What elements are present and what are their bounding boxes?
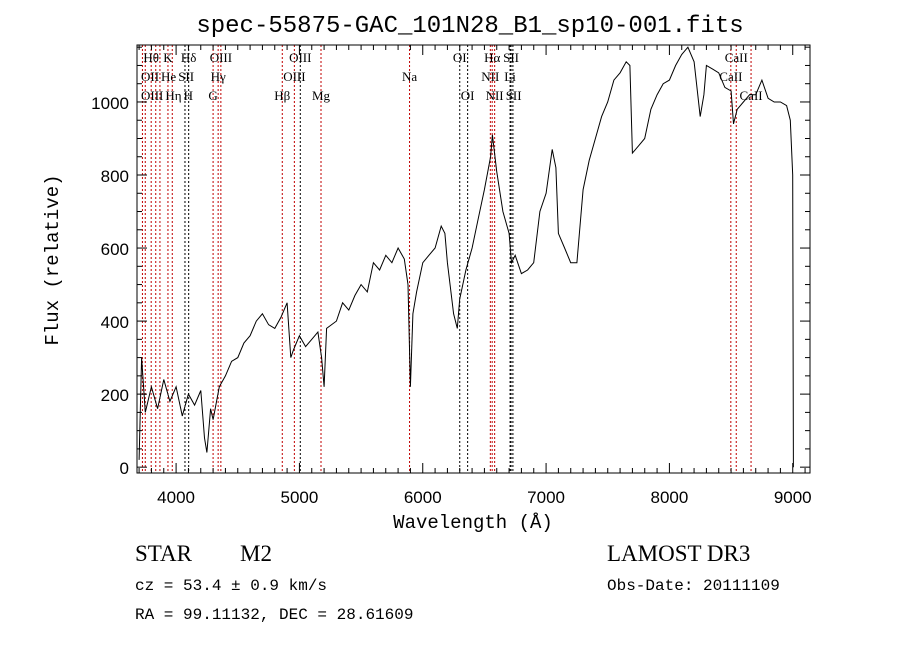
spectral-line-label: CaII	[740, 88, 763, 103]
y-tick-label: 200	[101, 386, 129, 405]
spectral-line-label: Hα	[484, 50, 500, 65]
survey-name: LAMOST DR3	[607, 541, 750, 566]
spectral-line-label: NII	[486, 88, 504, 103]
y-tick-label: 0	[120, 459, 129, 478]
spectral-line-label: NII	[481, 69, 499, 84]
spectral-line-label: H	[184, 88, 193, 103]
y-tick-label: 1000	[91, 94, 129, 113]
spectral-line-label: Hθ	[143, 50, 159, 65]
spectral-line-label: OI	[453, 50, 467, 65]
spectral-line-label: Mg	[312, 88, 331, 103]
spectral-line-label: Hβ	[274, 88, 290, 103]
spectral-line-label: Na	[402, 69, 417, 84]
y-tick-label: 600	[101, 240, 129, 259]
spectral-line-label: SII	[503, 50, 519, 65]
spectral-line-label: Hη	[165, 88, 181, 103]
spectral-line-label: OIII	[141, 88, 163, 103]
x-tick-label: 4000	[157, 488, 195, 507]
x-tick-label: 6000	[404, 488, 442, 507]
y-tick-label: 400	[101, 313, 129, 332]
spectral-line-label: K	[163, 50, 173, 65]
spectral-line-label: He	[161, 69, 176, 84]
spectral-line-label: Li	[504, 69, 516, 84]
spectral-line-label: Hδ	[181, 50, 197, 65]
plot-frame	[136, 44, 811, 474]
y-tick-label: 800	[101, 167, 129, 186]
spectral-line-label: G	[208, 88, 217, 103]
spectral-line-label: OII	[141, 69, 159, 84]
chart-title: spec-55875-GAC_101N28_B1_sp10-001.fits	[196, 13, 743, 40]
spectrum-line	[138, 46, 794, 468]
spectral-line-label: SII	[506, 88, 522, 103]
spectral-line-label: OIII	[289, 50, 311, 65]
spectral-line-label: OI	[461, 88, 475, 103]
object-subclass: M2	[240, 541, 272, 566]
x-tick-label: 7000	[527, 488, 565, 507]
spectral-line-label: OIII	[210, 50, 232, 65]
radec-text: RA = 99.11132, DEC = 28.61609	[135, 606, 413, 624]
x-tick-label: 8000	[650, 488, 688, 507]
x-tick-label: 9000	[774, 488, 812, 507]
spectral-line-label: SII	[178, 69, 194, 84]
object-class: STAR	[135, 541, 193, 566]
y-axis-label: Flux (relative)	[42, 174, 64, 345]
spectral-line-label: OIII	[283, 69, 305, 84]
spectral-line-label: Hγ	[211, 69, 226, 84]
x-axis-label: Wavelength (Å)	[393, 512, 553, 534]
x-tick-label: 5000	[281, 488, 319, 507]
spectral-line-label: CaII	[725, 50, 748, 65]
obs-date: Obs-Date: 20111109	[607, 577, 780, 595]
redshift-text: cz = 53.4 ± 0.9 km/s	[135, 577, 327, 595]
spectral-line-label: CaII	[719, 69, 742, 84]
